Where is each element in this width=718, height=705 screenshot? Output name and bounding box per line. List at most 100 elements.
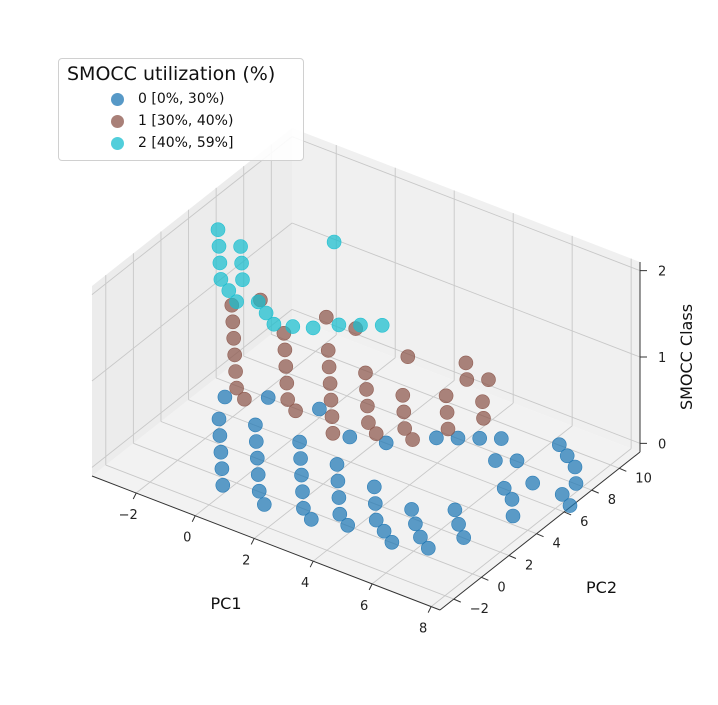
x-tick-label-1: 0 [183, 531, 191, 546]
y-tick-mark-3 [536, 533, 544, 538]
point-s0-8 [249, 450, 265, 466]
series-0 [211, 389, 584, 556]
point-s1-23 [368, 426, 384, 442]
point-s0-44 [493, 431, 509, 446]
point-s2-9 [250, 294, 266, 310]
x-axis-label: PC1 [211, 594, 242, 613]
point-s0-3 [213, 444, 229, 460]
point-s0-31 [420, 540, 436, 556]
point-s1-4 [228, 364, 243, 379]
point-s0-51 [312, 401, 327, 417]
point-s0-23 [366, 479, 382, 495]
point-s1-15 [322, 376, 338, 391]
y-tick-label-1: 0 [497, 580, 505, 595]
point-s0-19 [330, 473, 346, 489]
point-s0-53 [525, 475, 541, 491]
point-s1-3 [227, 347, 242, 363]
point-s0-21 [332, 506, 348, 522]
point-s0-0 [217, 389, 233, 405]
legend-label-2: 2 [40%, 59%] [138, 135, 234, 151]
point-s2-14 [331, 317, 347, 333]
point-s0-22 [340, 517, 356, 533]
point-s0-41 [551, 437, 567, 453]
point-s0-4 [214, 461, 230, 477]
point-s0-11 [256, 497, 272, 512]
point-s0-5 [215, 477, 231, 493]
x-tick-mark-1 [191, 515, 196, 522]
point-s0-27 [384, 534, 400, 550]
point-s0-34 [456, 530, 472, 545]
x-tick-mark-0 [132, 492, 137, 500]
point-s1-19 [358, 365, 373, 381]
legend-marker-0 [111, 92, 124, 106]
point-s0-13 [293, 451, 308, 466]
grid-z-left-2 [91, 136, 293, 295]
point-s0-33 [451, 516, 466, 532]
point-s1-9 [278, 359, 294, 374]
point-s1-33 [459, 372, 475, 387]
point-s0-40 [559, 448, 575, 464]
point-s2-6 [233, 239, 248, 254]
point-s2-1 [211, 239, 227, 254]
point-s2-10 [258, 305, 274, 321]
point-s2-5 [229, 294, 244, 310]
point-s0-32 [447, 502, 463, 518]
point-s0-36 [504, 492, 520, 507]
point-s1-11 [280, 392, 296, 407]
point-s1-8 [277, 342, 293, 358]
point-s0-6 [248, 417, 263, 433]
point-s0-12 [292, 434, 307, 450]
point-s2-3 [213, 272, 229, 287]
point-s0-35 [505, 508, 521, 524]
point-s1-26 [397, 421, 413, 436]
point-s0-39 [567, 459, 583, 475]
y-tick-label-0: −2 [470, 602, 489, 617]
grid-y-bottom-5 [243, 355, 592, 491]
grid-x-bottom-0 [135, 334, 337, 494]
point-s2-15 [353, 317, 368, 333]
point-s0-30 [413, 529, 428, 545]
point-s1-16 [323, 392, 339, 408]
point-s0-46 [488, 453, 503, 468]
legend-entry-0: 0 [0%, 30%) [67, 88, 295, 110]
y-tick-mark-0 [453, 598, 461, 603]
x-tick-label-2: 2 [242, 553, 250, 568]
y-tick-label-3: 4 [553, 537, 561, 552]
z-tick-label-2: 2 [658, 265, 666, 280]
point-s1-20 [359, 382, 374, 397]
point-s0-43 [472, 430, 488, 446]
legend-title: SMOCC utilization (%) [67, 63, 276, 85]
point-s1-24 [395, 387, 411, 403]
x-tick-mark-5 [427, 606, 432, 613]
legend-label-1: 1 [30%, 40%) [138, 113, 234, 129]
grid-x-bottom-2 [253, 380, 455, 539]
series-2 [210, 222, 390, 336]
legend-marker-1 [111, 114, 124, 128]
y-tick-label-5: 8 [608, 493, 616, 508]
point-s0-7 [248, 434, 264, 449]
point-s0-17 [303, 512, 319, 527]
point-s2-13 [305, 320, 321, 336]
legend-marker-2 [111, 136, 124, 150]
point-s0-29 [408, 516, 423, 532]
grid-x-bottom-4 [371, 425, 573, 585]
point-s1-6 [237, 391, 252, 407]
point-s2-4 [221, 283, 237, 298]
grid-y-bottom-3 [188, 399, 537, 535]
point-s0-38 [568, 476, 584, 491]
grid-z-left-0 [91, 309, 293, 468]
point-s2-11 [266, 316, 282, 332]
y-tick-mark-4 [563, 511, 572, 516]
z-tick-label-0: 0 [658, 437, 666, 452]
point-s1-35 [481, 372, 496, 388]
point-s1-22 [361, 415, 376, 430]
y-tick-mark-2 [508, 555, 517, 559]
point-s0-49 [378, 435, 394, 451]
legend-entry-1: 1 [30%, 40%) [67, 110, 295, 132]
y-tick-mark-6 [619, 467, 627, 472]
y-axis-label: PC2 [586, 578, 617, 597]
tick-labels: −2 0 2 4 6 8 −2 0 2 4 6 8 10 0 1 2 [119, 265, 667, 637]
legend-label-0: 0 [0%, 30%) [138, 91, 225, 107]
grid-x-bottom-3 [312, 402, 514, 562]
